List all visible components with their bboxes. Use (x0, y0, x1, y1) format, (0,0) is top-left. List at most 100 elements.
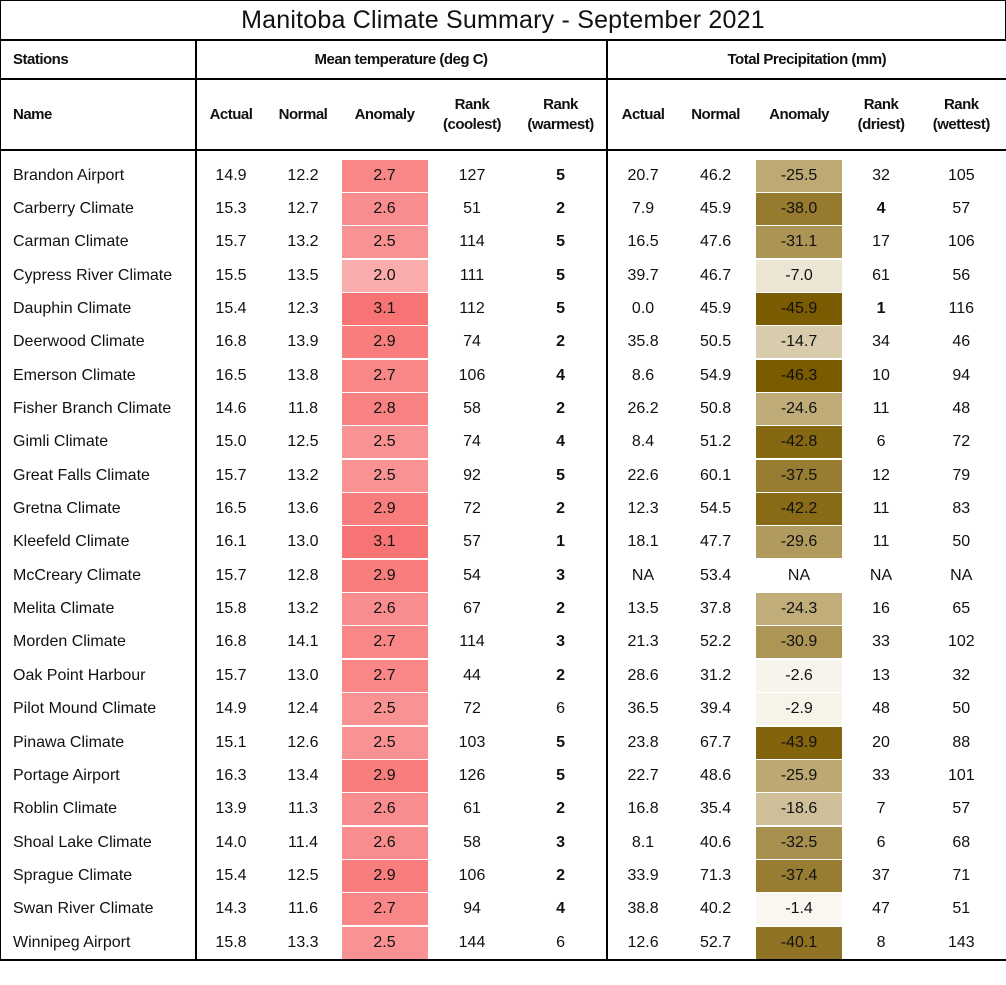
temp-anomaly-value: 2.6 (341, 193, 428, 226)
rank-qualifier: (driest) (857, 115, 905, 133)
precip-actual-cell: 8.1 (605, 825, 679, 860)
temp-normal-cell: 12.2 (287, 166, 319, 184)
precip-anomaly-value: -7.0 (756, 259, 843, 292)
rank-wettest-cell: 105 (916, 159, 1006, 193)
rank-wettest-cell: 143 (916, 925, 1006, 962)
temp-anomaly-cell: 2.9 (341, 859, 429, 892)
temp-anomaly-value: 2.9 (341, 493, 428, 526)
rank-qualifier: (warmest) (527, 115, 594, 133)
precip-normal-cell: 46.7 (699, 266, 732, 284)
precip-normal-cell: 45.9 (699, 300, 732, 318)
rank-coolest-cell: 114 (459, 233, 485, 251)
rank-wettest-cell: 72 (916, 425, 1006, 460)
station-name-cell: Pinawa Climate (0, 725, 196, 760)
temp-actual-cell: 15.7 (194, 659, 266, 693)
temp-anomaly-cell: 2.7 (341, 893, 429, 926)
precip-anomaly-value: -37.5 (756, 459, 843, 492)
rank-driest-cell: 33 (872, 633, 890, 651)
temp-anomaly-value: 2.6 (341, 793, 428, 826)
temp-anomaly-value: 2.8 (341, 393, 428, 426)
rank-qualifier: (coolest) (442, 115, 502, 133)
climate-summary-sheet: Manitoba Climate Summary - September 202… (0, 0, 1006, 962)
rank-warmest-cell: 5 (556, 233, 565, 251)
temp-actual-cell: 15.7 (194, 459, 266, 493)
precip-normal-cell: 52.2 (699, 633, 732, 651)
rank-coolest-cell: 58 (463, 400, 481, 418)
rank-label: Rank (543, 95, 578, 113)
column-header-rank-warmest: Rank (warmest) (515, 79, 607, 151)
rank-coolest-cell: 114 (459, 633, 485, 651)
temp-normal-cell: 11.4 (288, 833, 318, 851)
temp-actual-cell: 14.9 (194, 692, 266, 726)
rank-coolest-cell: 103 (458, 733, 486, 751)
temp-normal-cell: 13.6 (287, 500, 319, 518)
precip-normal-cell: 60.1 (699, 466, 732, 484)
temp-normal-cell: 13.5 (287, 266, 319, 284)
temp-anomaly-value: 2.9 (341, 326, 428, 359)
temp-anomaly-value: 2.6 (341, 593, 428, 626)
rank-warmest-cell: 2 (556, 666, 565, 684)
table-body: Brandon Airport 14.9 12.2 2.7 127 5 20.7 46.2 -2… (0, 150, 1006, 962)
precip-anomaly-value: -31.1 (756, 226, 843, 259)
temp-normal-cell: 13.0 (287, 533, 319, 551)
rank-wettest-cell: 94 (916, 359, 1006, 393)
rank-warmest-cell: 3 (556, 633, 565, 651)
station-name-cell: McCreary Climate (0, 559, 196, 593)
precip-normal-cell: 50.8 (699, 400, 732, 418)
rank-warmest-cell: 5 (556, 466, 565, 484)
precip-anomaly-cell: -31.1 (753, 226, 846, 259)
precip-normal-cell: 71.3 (699, 866, 732, 884)
temp-anomaly-value: 2.9 (341, 559, 428, 592)
spacer-cell (0, 150, 196, 159)
precip-anomaly-value: -24.6 (756, 393, 843, 426)
rank-driest-cell: 6 (876, 833, 886, 851)
spacer-cell (341, 150, 429, 159)
station-name-cell: Carman Climate (0, 225, 196, 260)
temp-normal-cell: 12.7 (287, 200, 319, 218)
temp-anomaly-value: 2.7 (341, 659, 428, 692)
temp-actual-cell: 15.7 (194, 225, 266, 260)
precip-anomaly-value: -45.9 (756, 293, 843, 326)
temp-anomaly-value: 2.5 (341, 693, 428, 726)
temp-anomaly-cell: 2.7 (341, 626, 429, 659)
precip-actual-cell: 8.4 (605, 425, 679, 460)
rank-driest-cell: 34 (872, 333, 890, 351)
rank-driest-cell: 7 (876, 800, 886, 818)
precip-normal-cell: 45.9 (699, 200, 732, 218)
temp-anomaly-cell: 2.0 (341, 259, 429, 292)
spacer-cell (266, 150, 341, 159)
rank-warmest-cell: 2 (556, 400, 565, 418)
table-row: Pilot Mound Climate 14.9 12.4 2.5 72 6 36.5 39.… (0, 692, 1006, 726)
rank-label: Rank (943, 95, 979, 113)
rank-wettest-cell: 50 (916, 525, 1006, 560)
precip-normal-cell: 39.4 (699, 700, 732, 718)
rank-driest-cell: 8 (845, 925, 917, 962)
station-name-cell: Shoal Lake Climate (0, 825, 196, 860)
precip-anomaly-cell: -24.3 (753, 592, 846, 626)
rank-driest-cell: 20 (872, 733, 890, 751)
rank-warmest-cell: 3 (556, 833, 565, 851)
rank-driest-cell: 1 (876, 300, 886, 318)
precip-anomaly-cell: -46.3 (753, 359, 846, 392)
station-name-cell: Cypress River Climate (0, 259, 196, 293)
precip-anomaly-value: NA (787, 566, 811, 584)
column-header-rank-coolest: Rank (coolest) (428, 79, 516, 151)
station-name-cell: Swan River Climate (0, 892, 196, 926)
rank-coolest-cell: 58 (463, 833, 481, 851)
rank-driest-cell: 11 (872, 533, 890, 551)
precip-normal-cell: 54.5 (699, 500, 732, 518)
table-row: Winnipeg Airport 15.8 13.3 2.5 144 6 12.6 52.7-… (0, 925, 1006, 962)
spacer-cell (194, 150, 266, 159)
temp-anomaly-value: 2.7 (341, 159, 428, 192)
rank-driest-cell: 61 (872, 266, 890, 284)
temp-anomaly-value: 2.6 (341, 826, 428, 859)
table-row: Shoal Lake Climate 14.0 11.4 2.6 58 3 8.1 40.6 -… (0, 825, 1006, 860)
temp-anomaly-cell: 2.5 (341, 693, 429, 726)
rank-coolest-cell: 61 (463, 800, 481, 818)
precip-anomaly-cell: -45.9 (753, 292, 846, 326)
temp-anomaly-value: 2.7 (341, 893, 428, 926)
temp-normal-cell: 12.6 (287, 733, 319, 751)
temp-anomaly-cell: 3.1 (341, 526, 429, 559)
temp-anomaly-value: 3.1 (341, 526, 428, 559)
rank-wettest-cell: 51 (916, 892, 1006, 926)
